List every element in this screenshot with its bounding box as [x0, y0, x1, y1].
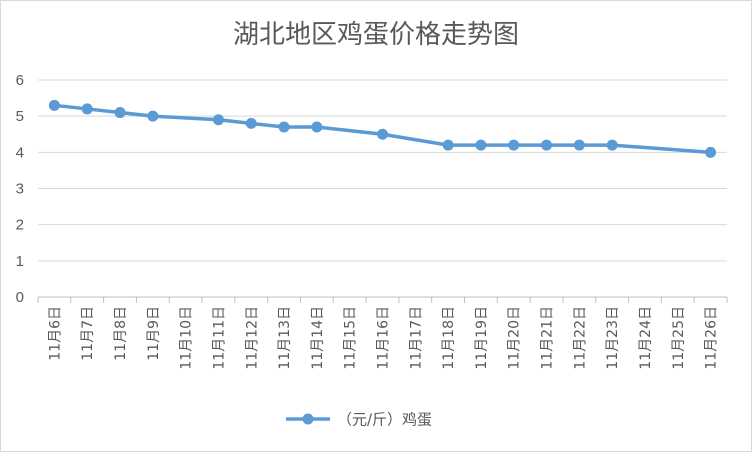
- data-point: [705, 146, 717, 158]
- data-point: [212, 114, 224, 126]
- y-tick-label: 0: [16, 289, 24, 306]
- x-tick-label: 11月15日: [343, 306, 359, 370]
- x-tick-label: 11月11日: [211, 306, 227, 370]
- x-tick-label: 11月9日: [146, 306, 162, 361]
- y-tick-label: 1: [16, 253, 24, 270]
- data-point: [377, 128, 388, 140]
- series-lines: [54, 103, 711, 155]
- data-point: [573, 139, 585, 151]
- gridlines: [38, 79, 727, 262]
- y-tick-label: 2: [16, 217, 24, 234]
- legend: （元/斤）鸡蛋: [286, 411, 432, 429]
- data-point: [245, 117, 257, 129]
- x-axis: [37, 296, 728, 303]
- x-tick-label: 11月21日: [540, 306, 556, 370]
- data-point: [442, 139, 454, 151]
- x-tick-label: 11月12日: [244, 306, 260, 370]
- x-tick-label: 11月23日: [605, 306, 621, 370]
- legend-label: （元/斤）鸡蛋: [337, 411, 432, 429]
- x-tick-label: 11月25日: [671, 306, 687, 370]
- x-tick-label: 11月20日: [507, 306, 523, 370]
- data-point: [147, 110, 159, 122]
- y-tick-label: 3: [16, 181, 24, 198]
- x-tick-label: 11月26日: [704, 306, 720, 370]
- data-point: [606, 139, 618, 151]
- data-point: [475, 139, 487, 151]
- x-tick-label: 11月17日: [408, 306, 424, 370]
- x-axis-ticks: 11月6日 11月7日 11月8日 11月9日 11月10日 11月11日 11月12日 11…: [47, 306, 719, 370]
- series-line: [54, 103, 711, 155]
- data-points: [48, 99, 717, 158]
- data-point: [114, 107, 126, 119]
- x-tick-label: 11月8日: [113, 306, 129, 361]
- y-axis-ticks: 0 1 2 3 4 5 6: [16, 72, 24, 306]
- data-point: [311, 121, 323, 133]
- data-point: [48, 99, 60, 111]
- data-point: [508, 139, 520, 151]
- x-tick-label: 11月16日: [376, 306, 392, 370]
- legend-point-marker: [302, 413, 314, 425]
- y-tick-label: 5: [16, 108, 24, 125]
- data-point: [81, 103, 93, 115]
- x-tick-label: 11月19日: [474, 306, 490, 370]
- chart-title: 湖北地区鸡蛋价格走势图: [233, 20, 519, 50]
- y-tick-label: 6: [16, 72, 24, 89]
- x-tick-label: 11月14日: [310, 306, 326, 370]
- x-tick-label: 11月22日: [572, 306, 588, 370]
- data-point: [278, 121, 290, 133]
- x-tick-label: 11月24日: [638, 306, 654, 370]
- y-tick-label: 4: [16, 144, 24, 161]
- x-tick-label: 11月13日: [277, 306, 293, 370]
- x-tick-label: 11月6日: [47, 306, 63, 361]
- x-tick-label: 11月18日: [441, 306, 457, 370]
- data-point: [541, 139, 553, 151]
- x-tick-label: 11月10日: [179, 306, 195, 370]
- x-tick-label: 11月7日: [80, 306, 96, 361]
